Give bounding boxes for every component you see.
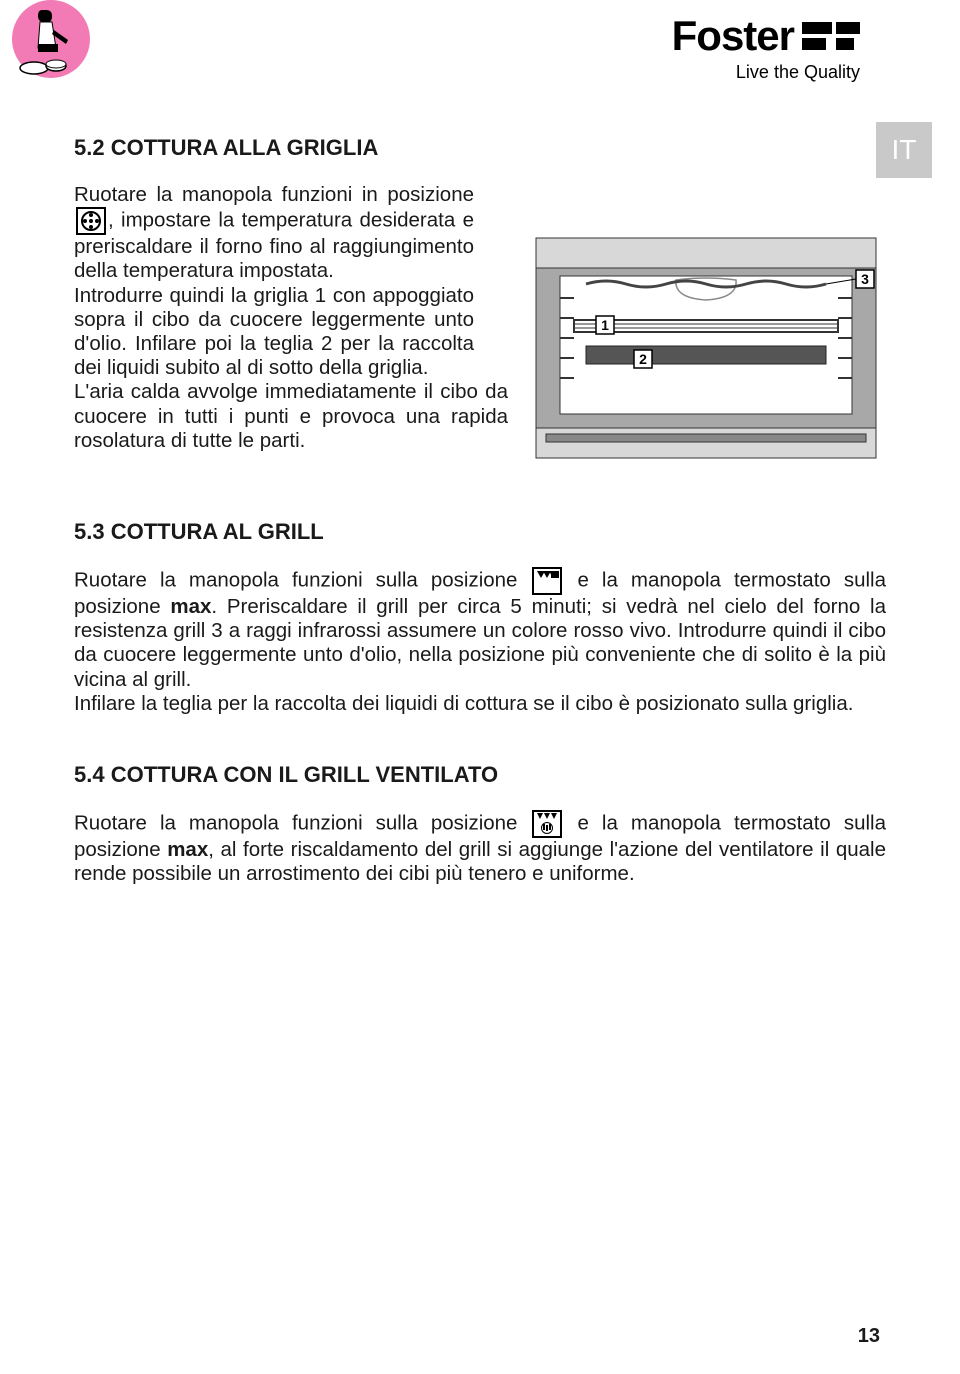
svg-text:1: 1	[601, 317, 609, 333]
section-title: 5.3 COTTURA AL GRILL	[74, 519, 886, 545]
section-title: 5.4 COTTURA CON IL GRILL VENTILATO	[74, 762, 886, 788]
text-fragment: L'aria calda avvolge immediatamente il c…	[74, 380, 508, 451]
text-fragment: Introdurre quindi la griglia 1 con appog…	[74, 284, 474, 380]
section-5-2-para1: Ruotare la manopola funzioni in posizion…	[74, 183, 474, 284]
grill-fan-mode-icon	[532, 810, 562, 838]
page-content: 5.2 COTTURA ALLA GRIGLIA	[0, 100, 960, 886]
text-fragment: Ruotare la manopola funzioni sulla posiz…	[74, 811, 530, 834]
section-5-2-para2: Introdurre quindi la griglia 1 con appog…	[74, 284, 474, 381]
brand-logo: Foster Live the Quality	[672, 12, 860, 83]
oven-figure: 1 2 3	[526, 228, 886, 473]
section-5-3-para1: Ruotare la manopola funzioni sulla posiz…	[74, 567, 886, 692]
page-number: 13	[858, 1325, 880, 1348]
section-5-3-para2: Infilare la teglia per la raccolta dei l…	[74, 692, 886, 716]
language-tab: IT	[876, 122, 932, 178]
section-5-4: 5.4 COTTURA CON IL GRILL VENTILATO Ruota…	[74, 762, 886, 886]
svg-text:3: 3	[861, 271, 869, 287]
section-5-4-para1: Ruotare la manopola funzioni sulla posiz…	[74, 810, 886, 886]
brand-bars-icon	[802, 22, 860, 50]
page-header: Foster Live the Quality	[0, 0, 960, 100]
text-bold: max	[167, 838, 208, 861]
chef-logo-icon	[12, 0, 90, 78]
fan-mode-icon	[76, 207, 106, 235]
text-fragment: Ruotare la manopola funzioni sulla posiz…	[74, 568, 530, 591]
section-5-2: 5.2 COTTURA ALLA GRIGLIA	[74, 135, 886, 473]
brand-tagline: Live the Quality	[672, 62, 860, 83]
text-fragment: Ruotare la manopola funzioni in posizion…	[74, 183, 474, 206]
brand-name: Foster	[672, 12, 794, 60]
grill-mode-icon	[532, 567, 562, 595]
text-fragment: , impostare la temperatura desiderata e …	[74, 209, 474, 283]
svg-text:2: 2	[639, 351, 647, 367]
text-bold: max	[170, 595, 211, 618]
section-title: 5.2 COTTURA ALLA GRIGLIA	[74, 135, 886, 161]
section-5-3: 5.3 COTTURA AL GRILL Ruotare la manopola…	[74, 519, 886, 716]
